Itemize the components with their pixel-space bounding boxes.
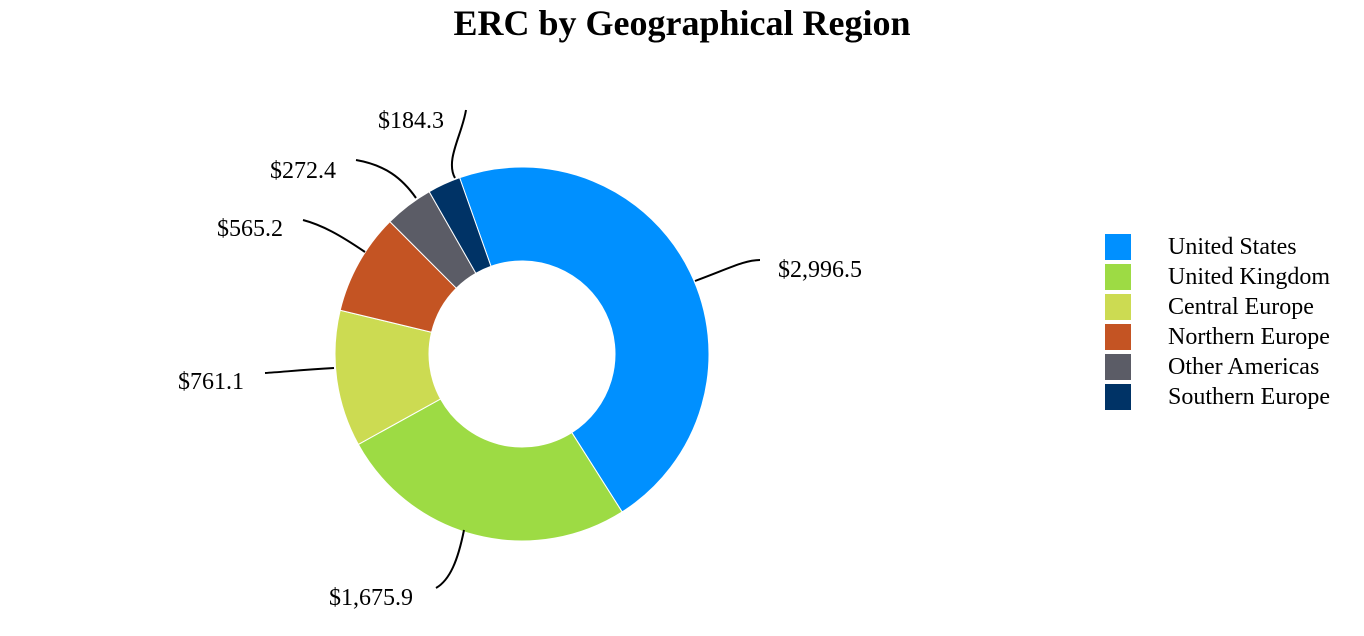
data-label-central-europe: $761.1	[178, 369, 244, 395]
leader-line-other-americas	[355, 159, 417, 199]
leader-line-central-europe	[264, 367, 335, 374]
leader-lines	[264, 109, 761, 589]
legend-swatch	[1105, 264, 1131, 290]
legend-label: United Kingdom	[1168, 263, 1330, 290]
legend-swatch	[1105, 384, 1131, 410]
leader-line-united-kingdom	[435, 529, 465, 589]
legend-item-southern-europe: Southern Europe	[1105, 382, 1330, 412]
legend-label: United States	[1168, 233, 1297, 260]
slice-united-kingdom	[357, 398, 623, 542]
legend-item-other-americas: Other Americas	[1105, 352, 1330, 382]
legend-label: Central Europe	[1168, 293, 1314, 320]
data-label-united-kingdom: $1,675.9	[329, 585, 413, 611]
legend-swatch	[1105, 234, 1131, 260]
slice-southern-europe	[428, 177, 492, 274]
legend-label: Northern Europe	[1168, 323, 1330, 350]
legend-swatch	[1105, 294, 1131, 320]
data-label-southern-europe: $184.3	[378, 108, 444, 134]
legend: United States United Kingdom Central Europ…	[1105, 232, 1330, 412]
legend-item-united-kingdom: United Kingdom	[1105, 262, 1330, 292]
legend-label: Southern Europe	[1168, 383, 1330, 410]
leader-line-united-states	[694, 259, 761, 282]
legend-swatch	[1105, 324, 1131, 350]
legend-swatch	[1105, 354, 1131, 380]
legend-label: Other Americas	[1168, 353, 1320, 380]
legend-item-united-states: United States	[1105, 232, 1330, 262]
legend-item-central-europe: Central Europe	[1105, 292, 1330, 322]
slice-united-states	[458, 166, 710, 513]
donut-slices	[334, 166, 710, 542]
data-label-northern-europe: $565.2	[217, 216, 283, 242]
data-label-other-americas: $272.4	[270, 158, 336, 184]
leader-line-northern-europe	[302, 219, 366, 253]
chart-title: ERC by Geographical Region	[453, 3, 911, 43]
data-labels: $2,996.5 $1,675.9 $761.1 $565.2 $272.4 $184.3	[178, 108, 862, 611]
data-label-united-states: $2,996.5	[778, 257, 862, 283]
leader-line-southern-europe	[450, 109, 467, 179]
legend-item-northern-europe: Northern Europe	[1105, 322, 1330, 352]
